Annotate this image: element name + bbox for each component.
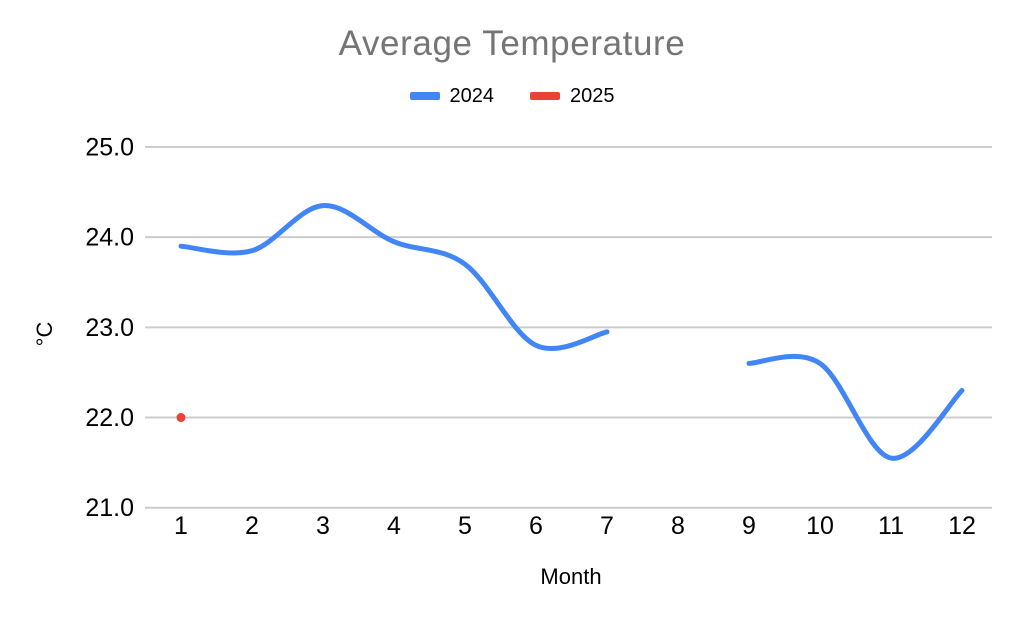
x-tick-label: 10 bbox=[806, 512, 834, 540]
x-tick-label: 4 bbox=[387, 512, 401, 540]
x-tick-label: 11 bbox=[878, 512, 904, 540]
x-tick-label: 2 bbox=[245, 512, 259, 540]
y-tick-label: 23.0 bbox=[85, 314, 134, 342]
chart-title: Average Temperature bbox=[338, 24, 686, 63]
legend-swatch-2024-icon bbox=[409, 92, 440, 100]
y-axis-title: °C bbox=[32, 321, 57, 347]
legend-item-2025: 2025 bbox=[530, 86, 615, 106]
y-tick-label: 21.0 bbox=[85, 494, 134, 522]
x-tick-label: 1 bbox=[174, 512, 188, 540]
x-tick-label: 6 bbox=[529, 512, 543, 540]
legend-swatch-2025-icon bbox=[530, 92, 560, 100]
x-tick-label: 12 bbox=[948, 512, 976, 540]
x-tick-label: 8 bbox=[671, 512, 685, 540]
x-tick-label: 3 bbox=[316, 512, 330, 540]
y-tick-label: 25.0 bbox=[85, 134, 134, 162]
x-tick-label: 7 bbox=[600, 512, 614, 540]
legend-item-2024: 2024 bbox=[409, 85, 495, 107]
legend-label-2025: 2025 bbox=[570, 85, 615, 107]
series-line-2024 bbox=[178, 203, 610, 351]
x-tick-label: 5 bbox=[458, 512, 472, 540]
y-tick-label: 24.0 bbox=[85, 224, 134, 252]
legend: 2024 2025 bbox=[0, 86, 1024, 106]
y-tick-label: 22.0 bbox=[85, 404, 134, 432]
x-tick-label: 9 bbox=[742, 512, 756, 540]
x-axis-title: Month bbox=[540, 564, 602, 589]
series-line-2024 bbox=[746, 353, 965, 461]
series-point-2025 bbox=[176, 413, 186, 423]
legend-label-2024: 2024 bbox=[449, 85, 495, 107]
